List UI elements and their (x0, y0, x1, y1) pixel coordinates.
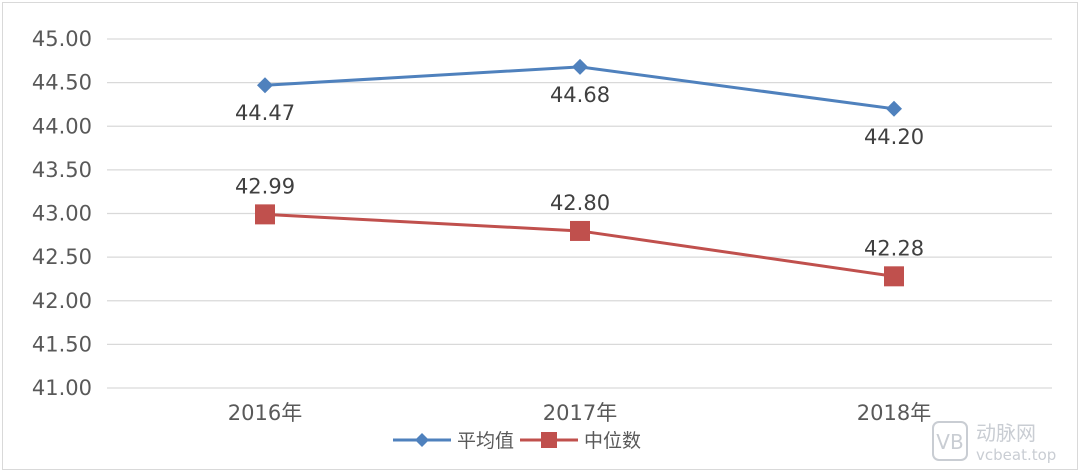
y-tick-label: 44.50 (32, 71, 92, 95)
legend-marker-diamond (415, 433, 429, 447)
legend-label: 中位数 (584, 430, 641, 452)
x-tick-label: 2018年 (857, 401, 931, 425)
watermark: VB 动脉网 vcbeat.top (932, 421, 1056, 464)
y-tick-label: 43.50 (32, 158, 92, 182)
watermark-url: vcbeat.top (976, 446, 1056, 464)
vb-logo-letters: VB (936, 430, 963, 454)
x-tick-label: 2017年 (543, 401, 617, 425)
data-label: 44.68 (550, 83, 610, 107)
y-tick-label: 42.50 (32, 245, 92, 269)
series-group: 44.47 44.68 44.20 42.99 42.80 42.28 (235, 58, 924, 287)
data-point-diamond (886, 100, 902, 117)
y-tick-label: 42.00 (32, 289, 92, 313)
data-label: 42.80 (550, 191, 610, 215)
data-point-square (884, 266, 904, 287)
data-label: 44.20 (864, 125, 924, 149)
legend-label: 平均值 (457, 430, 514, 452)
y-tick-label: 44.00 (32, 114, 92, 138)
data-label: 42.99 (235, 174, 295, 198)
data-point-square (570, 220, 590, 241)
data-label: 42.28 (864, 236, 924, 260)
y-tick-label: 43.00 (32, 202, 92, 226)
y-axis-ticks: 41.00 41.50 42.00 42.50 43.00 43.50 44.00 44.50… (32, 27, 92, 400)
legend: 平均值 中位数 (393, 430, 641, 452)
x-axis-ticks: 2016年 2017年 2018年 (228, 401, 931, 425)
gridlines (107, 38, 1052, 389)
data-point-diamond (257, 77, 273, 94)
x-tick-label: 2016年 (228, 401, 302, 425)
y-tick-label: 41.00 (32, 376, 92, 400)
data-point-square (255, 204, 275, 225)
legend-marker-square (541, 432, 557, 448)
vb-logo-icon (932, 421, 968, 461)
watermark-brand: 动脉网 (976, 421, 1036, 445)
data-label: 44.47 (235, 101, 295, 125)
data-point-diamond (572, 58, 588, 75)
y-tick-label: 45.00 (32, 27, 92, 51)
y-tick-label: 41.50 (32, 332, 92, 356)
